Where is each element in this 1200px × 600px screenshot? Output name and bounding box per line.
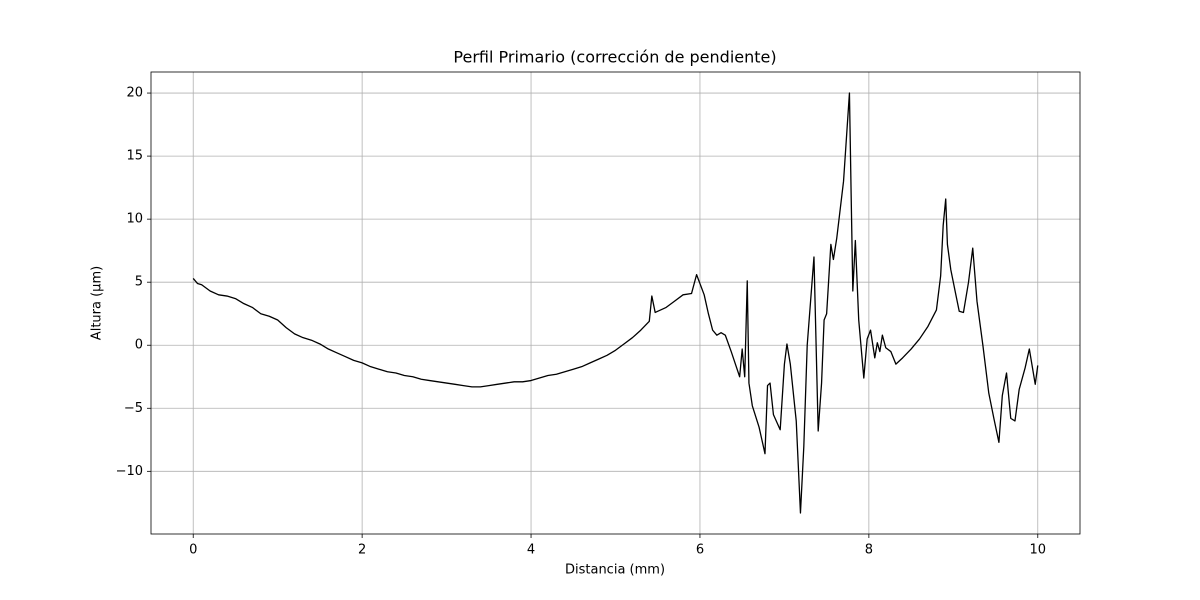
y-tick-label: 15: [126, 149, 143, 164]
y-tick-label: 20: [126, 86, 143, 101]
y-tick-label: 0: [135, 338, 143, 353]
x-tick-label: 4: [527, 543, 535, 558]
y-axis-label: Altura (µm): [90, 266, 105, 340]
y-tick-label: −5: [124, 401, 143, 416]
chart-title: Perfil Primario (corrección de pendiente…: [453, 48, 776, 67]
plot-frame: [150, 71, 1081, 535]
x-tick-label: 2: [358, 543, 366, 558]
x-tick-label: 0: [189, 543, 197, 558]
x-tick-label: 8: [865, 543, 873, 558]
y-tick-label: −10: [116, 464, 143, 479]
data-line: [192, 92, 1039, 514]
y-tick-label: 10: [126, 212, 143, 227]
y-tick-label: 5: [135, 275, 143, 290]
x-tick-label: 6: [696, 543, 704, 558]
x-tick-label: 10: [1029, 543, 1046, 558]
x-axis-label: Distancia (mm): [565, 563, 665, 578]
